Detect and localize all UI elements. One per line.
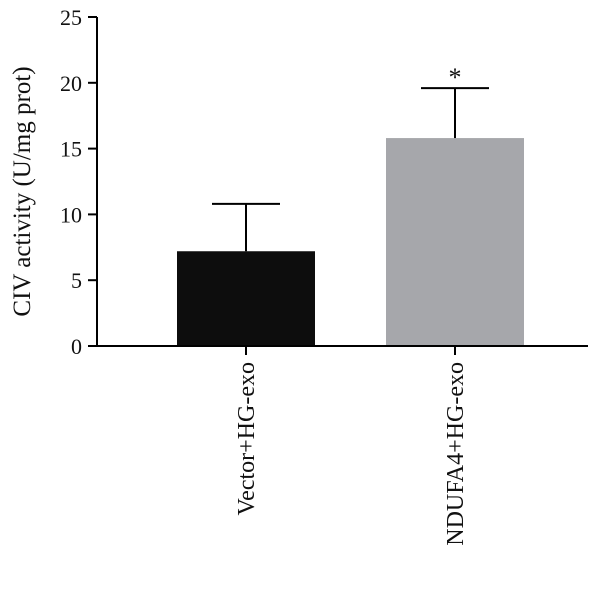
error-bars-layer	[212, 87, 489, 252]
bars-layer	[177, 138, 524, 346]
axes-layer	[96, 17, 588, 347]
significance-markers: *	[449, 63, 462, 92]
bar-2	[386, 138, 524, 346]
y-tick-label: 0	[71, 334, 82, 359]
y-tick-label: 10	[60, 202, 82, 227]
bar-1	[177, 251, 315, 346]
y-tick-label: 5	[71, 268, 82, 293]
significance-asterisk: *	[449, 63, 462, 92]
y-axis-title: CIV activity (U/mg prot)	[9, 66, 36, 316]
y-tick-label: 25	[60, 5, 82, 30]
y-tick-label: 15	[60, 137, 82, 162]
x-category-label: Vector+HG-exo	[234, 362, 260, 515]
x-category-label: NDUFA4+HG-exo	[443, 362, 469, 546]
x-category-labels: Vector+HG-exo NDUFA4+HG-exo	[234, 346, 469, 546]
y-tick-label: 20	[60, 71, 82, 96]
y-ticks-layer: 0 5 10 15 20 25	[60, 5, 97, 359]
